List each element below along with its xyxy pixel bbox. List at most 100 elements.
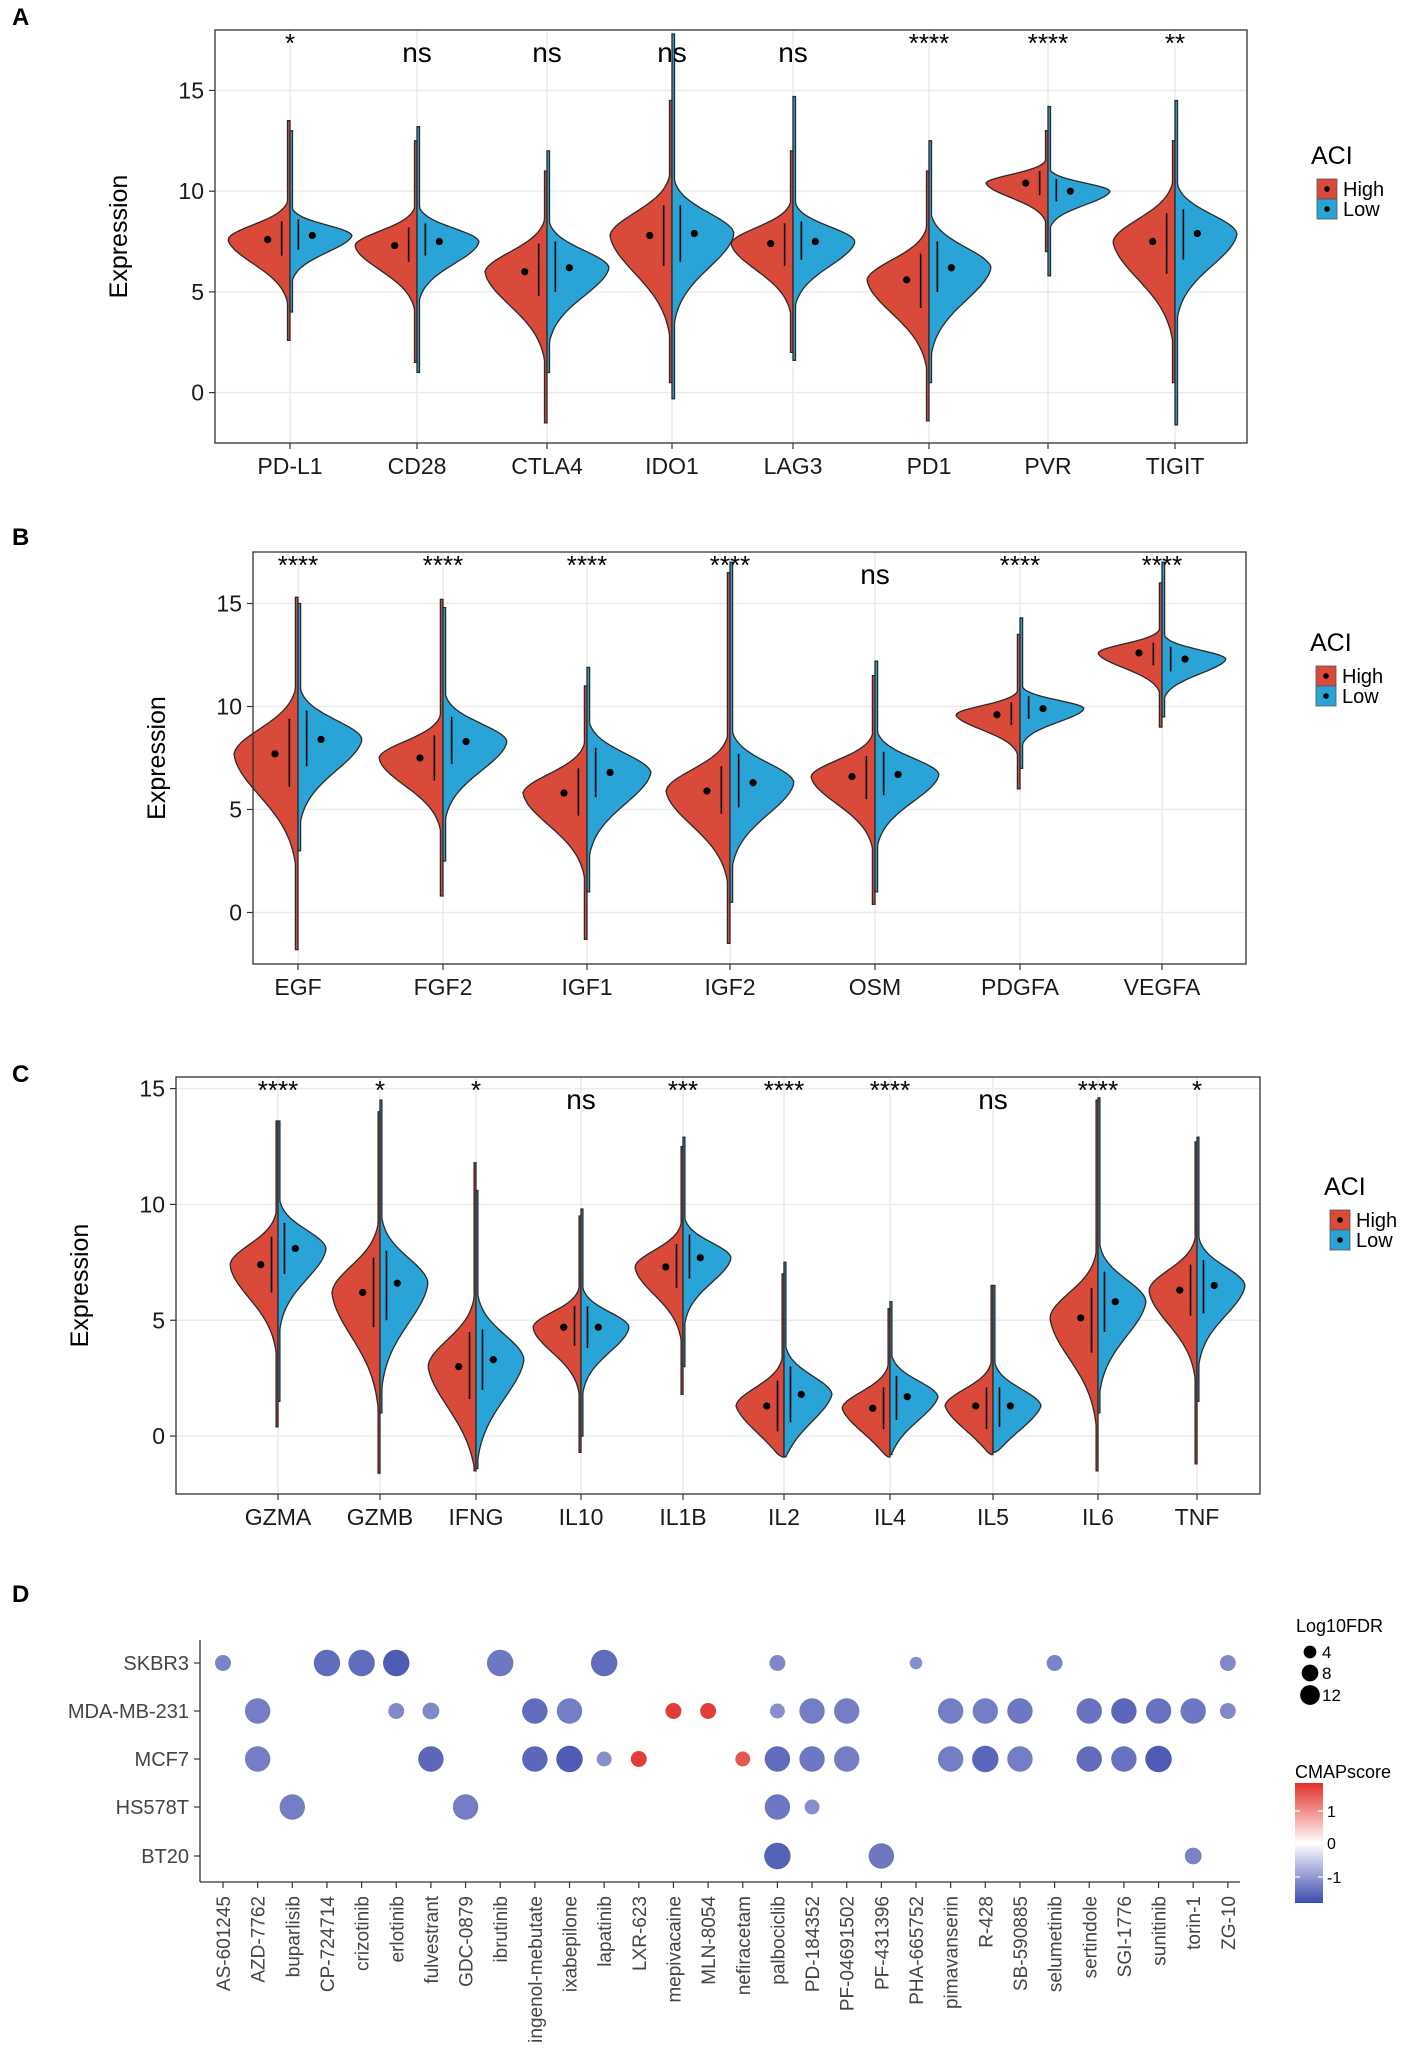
x-tick-label: PVR [1024,453,1071,479]
x-tick-label: PF-04691502 [838,1896,859,2011]
median-point-low-OSM [894,770,902,779]
violin-low-IL5 [992,1284,1042,1453]
x-tick-label: ZG-10 [1219,1896,1240,1950]
median-point-high-IGF1 [560,789,568,797]
size-legend-label: 8 [1322,1664,1331,1683]
median-point-low-IL4 [903,1393,911,1401]
violin-high-CD28 [354,140,418,364]
x-tick-label: ixabepilone [561,1896,582,1992]
legend-dot [1324,206,1330,212]
significance-label: **** [1142,550,1182,580]
violin-high-IL1B [634,1145,684,1396]
panel-label: D [12,1581,29,1608]
significance-label: *** [668,1075,698,1105]
violin-low-CD28 [416,126,480,374]
dot-crizotinib-SKBR3 [348,1649,375,1677]
x-tick-label: R-428 [976,1896,997,1948]
dot-PF-04691502-MCF7 [834,1746,860,1772]
y-tick-label: 5 [229,797,242,823]
median-point-high-VEGFA [1135,649,1143,657]
violin-low-OSM [874,660,940,893]
y-axis-label: Expression [105,175,133,299]
median-point-high-OSM [848,772,856,781]
violin-high-FGF2 [378,598,444,897]
x-tick-label: SGI-1776 [1115,1896,1136,1977]
median-point-low-FGF2 [462,737,470,746]
violin-low-PVR [1047,105,1111,277]
y-tick-label: SKBR3 [123,1653,189,1675]
panel-label: A [12,4,29,31]
dot-sertindole-MCF7 [1076,1746,1102,1772]
x-tick-label: PD1 [907,453,952,479]
violin-low-CTLA4 [546,150,610,374]
x-tick-label: mepivacaine [664,1896,685,2003]
violin-high-IL6 [1049,1099,1099,1472]
x-tick-label: FGF2 [414,974,473,1000]
x-tick-label: selumetinib [1046,1896,1067,1992]
x-tick-label: IFNG [449,1504,504,1530]
legend-title: ACI [1311,142,1353,170]
legend-dot [1324,186,1330,192]
median-point-high-TNF [1176,1286,1184,1294]
legend-label-low: Low [1342,686,1379,708]
median-point-low-TNF [1210,1281,1218,1290]
legend-label-high: High [1356,1210,1397,1232]
dot-PD-184352-MDA-MB-231 [799,1698,825,1724]
legend-dot [1337,1237,1343,1243]
y-axis-label: Expression [143,696,171,820]
median-point-high-FGF2 [416,754,424,762]
significance-label: **** [258,1075,298,1105]
violin-low-LAG3 [792,95,856,362]
x-tick-label: EGF [274,974,321,1000]
violin-high-IGF2 [665,571,731,945]
significance-label: **** [1000,550,1040,580]
violin-low-IGF2 [729,561,795,903]
x-tick-label: IDO1 [645,453,699,479]
median-point-high-IL1B [662,1263,670,1271]
y-tick-label: 10 [139,1191,165,1217]
violin-high-PD1 [866,170,930,422]
median-point-high-LAG3 [767,239,775,248]
x-tick-label: MLN-8054 [699,1896,720,1985]
violin-low-VEGFA [1161,561,1227,718]
violin-high-TIGIT [1112,140,1176,384]
dot-R-428-MCF7 [972,1745,999,1773]
violin-low-IFNG [475,1189,525,1470]
y-tick-label: MDA-MB-231 [68,1701,189,1723]
x-tick-label: PHA-665752 [907,1896,928,2005]
dot-AZD-7762-MDA-MB-231 [244,1698,271,1724]
violin-low-EGF [297,602,363,852]
significance-label: **** [423,550,463,580]
panel-border [252,551,1247,965]
violin-low-IL1B [682,1136,732,1368]
dot-pimavanserin-MDA-MB-231 [937,1698,964,1724]
x-tick-label: sunitinib [1150,1896,1171,1966]
dot-GDC-0879-HS578T [452,1794,479,1820]
violin-low-IL6 [1097,1097,1147,1414]
x-tick-label: pimavanserin [942,1896,963,2009]
dot-sunitinib-MDA-MB-231 [1145,1698,1172,1724]
median-point-low-IFNG [489,1356,497,1364]
panel-border [214,29,1248,444]
dot-ixabepilone-MDA-MB-231 [556,1698,583,1724]
y-tick-label: 15 [216,591,242,617]
violin-low-IL2 [783,1261,833,1458]
significance-label: **** [278,550,318,580]
violin-high-PDGFA [955,633,1021,790]
violin-low-IL4 [889,1301,939,1456]
legend-dot [1323,673,1329,679]
x-tick-label: VEGFA [1124,974,1201,1000]
dot-SGI-1776-MDA-MB-231 [1111,1698,1137,1724]
median-point-high-IL6 [1077,1314,1085,1322]
median-point-low-IL6 [1111,1298,1119,1306]
median-point-high-CTLA4 [521,268,529,276]
significance-label: **** [870,1075,910,1105]
dot-fulvestrant-MDA-MB-231 [422,1702,440,1720]
significance-label: * [285,28,295,58]
dot-palbociclib-MCF7 [764,1746,791,1772]
significance-label: * [375,1075,385,1105]
x-tick-label: PD-L1 [257,453,322,479]
median-point-high-IL4 [869,1404,877,1412]
x-tick-label: PD-184352 [803,1896,824,1992]
